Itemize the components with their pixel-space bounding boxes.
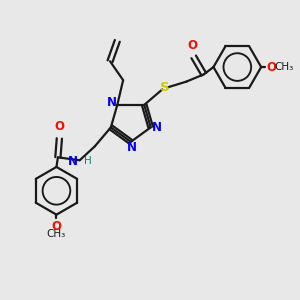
Text: N: N [106,96,116,109]
Text: CH₃: CH₃ [275,62,294,72]
Text: CH₃: CH₃ [47,229,66,238]
Text: S: S [160,81,169,94]
Text: O: O [187,39,197,52]
Text: N: N [152,121,161,134]
Text: H: H [84,156,92,166]
Text: O: O [52,220,61,233]
Text: N: N [127,141,137,154]
Text: O: O [54,120,64,133]
Text: N: N [68,154,77,168]
Text: O: O [266,61,276,74]
